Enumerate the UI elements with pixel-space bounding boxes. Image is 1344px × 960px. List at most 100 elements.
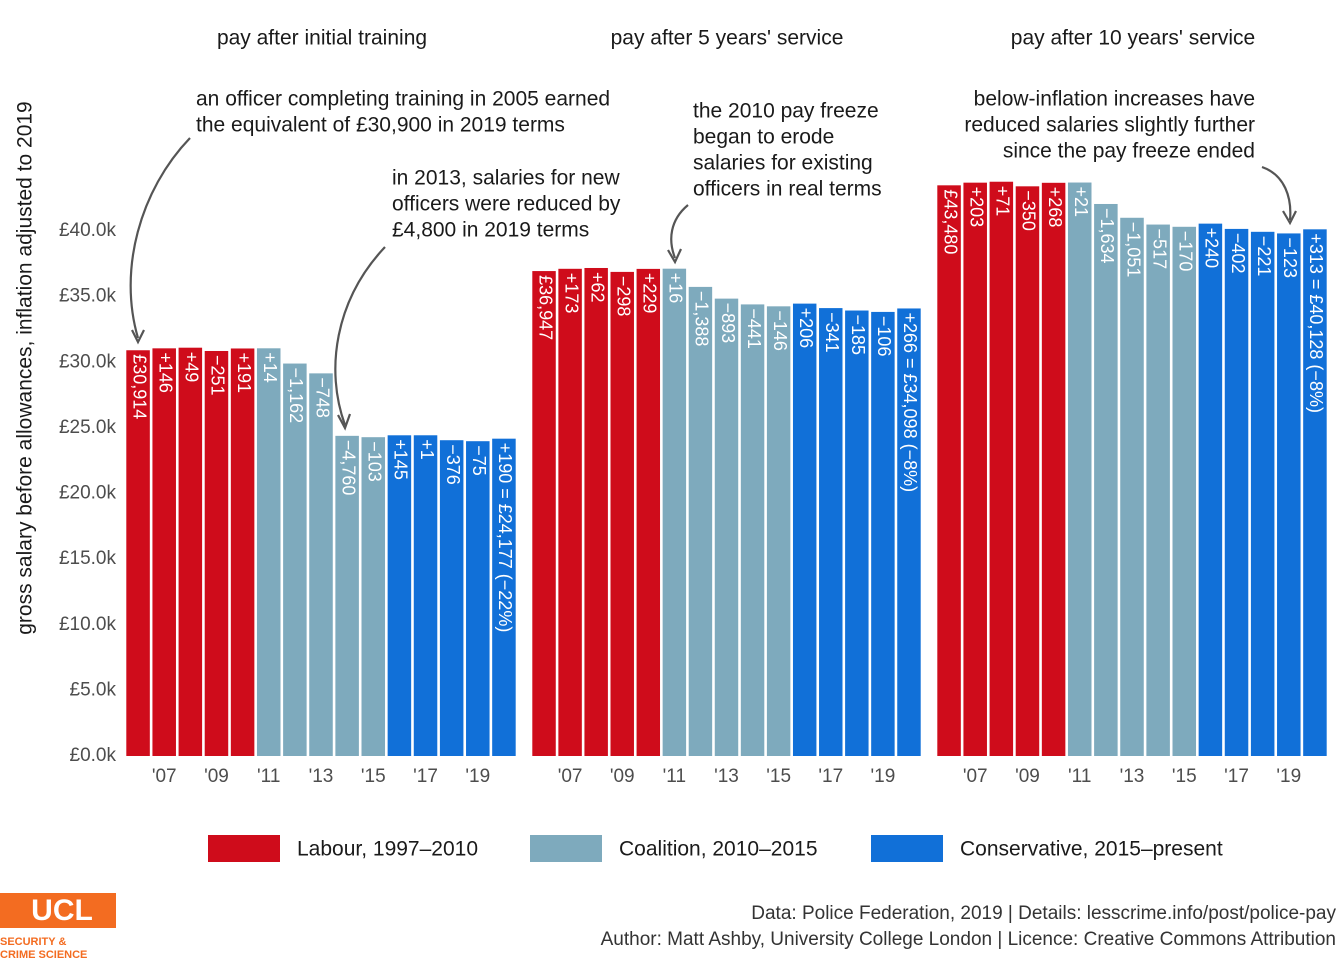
bar bbox=[845, 310, 869, 756]
bar-label: −75 bbox=[469, 445, 489, 476]
annotation: since the pay freeze ended bbox=[1003, 140, 1255, 163]
bar bbox=[688, 286, 713, 756]
legend-label: Coalition, 2010–2015 bbox=[619, 838, 818, 861]
x-tick-label: '15 bbox=[766, 766, 791, 787]
bar bbox=[1094, 203, 1118, 756]
x-tick-label: '19 bbox=[1276, 766, 1301, 787]
x-tick-label: '11 bbox=[257, 766, 280, 787]
x-tick-label: '15 bbox=[361, 766, 386, 787]
bar-label: +313 = £40,128 (−8%) bbox=[1306, 233, 1326, 413]
bar-label: −185 bbox=[848, 315, 868, 356]
x-tick-label: '19 bbox=[465, 766, 490, 787]
legend-label: Conservative, 2015–present bbox=[960, 838, 1223, 861]
bar bbox=[413, 435, 438, 756]
bar bbox=[1224, 228, 1249, 756]
bar-label: £30,914 bbox=[129, 354, 149, 419]
bar-label: +206 bbox=[796, 308, 816, 349]
bar bbox=[1120, 217, 1144, 756]
legend-swatch bbox=[208, 835, 280, 862]
logo-box bbox=[0, 893, 116, 928]
bar-label: −376 bbox=[443, 444, 463, 485]
bar-label: −146 bbox=[770, 310, 790, 351]
bar bbox=[584, 267, 608, 756]
bar-label: −350 bbox=[1019, 190, 1039, 231]
bar-label: +1 bbox=[417, 439, 437, 460]
bar-label: +266 = £34,098 (−8%) bbox=[900, 312, 920, 492]
bar bbox=[1015, 186, 1040, 756]
bar-label: +146 bbox=[155, 352, 175, 393]
x-tick-label: '11 bbox=[1068, 766, 1091, 787]
y-tick-label: £0.0k bbox=[70, 745, 117, 766]
bar bbox=[1198, 223, 1223, 757]
bar bbox=[256, 348, 281, 756]
bar bbox=[714, 298, 739, 756]
bar bbox=[897, 308, 921, 756]
bar-label: −748 bbox=[312, 377, 332, 418]
bar bbox=[963, 182, 987, 756]
bar-label: −4,760 bbox=[338, 440, 358, 496]
legend-swatch bbox=[530, 835, 602, 862]
bar-label: +21 bbox=[1071, 187, 1091, 218]
legend-label: Labour, 1997–2010 bbox=[297, 838, 478, 861]
bar-label: +145 bbox=[391, 439, 411, 480]
bar-label: −251 bbox=[208, 355, 228, 396]
bar-label: £43,480 bbox=[940, 189, 960, 254]
annotation-arrowhead bbox=[667, 248, 682, 265]
bar bbox=[361, 437, 386, 756]
x-tick-label: '09 bbox=[1015, 766, 1040, 787]
annotation: salaries for existing bbox=[693, 152, 873, 175]
logo-mark: UCL bbox=[31, 894, 93, 927]
panel-title: pay after 10 years' service bbox=[1011, 27, 1255, 50]
bar bbox=[792, 303, 817, 756]
bar bbox=[126, 350, 150, 756]
bar-label: +71 bbox=[993, 186, 1013, 217]
bar-label: +14 bbox=[260, 352, 280, 383]
footer-text: Data: Police Federation, 2019 | Details:… bbox=[751, 903, 1336, 924]
bar bbox=[989, 181, 1014, 756]
bar bbox=[1146, 224, 1170, 757]
bar bbox=[766, 306, 791, 756]
y-tick-label: £10.0k bbox=[59, 614, 117, 635]
y-tick-label: £15.0k bbox=[59, 548, 117, 569]
x-tick-label: '17 bbox=[818, 766, 843, 787]
bar bbox=[1250, 231, 1275, 757]
y-tick-label: £40.0k bbox=[59, 220, 117, 241]
x-tick-label: '13 bbox=[309, 766, 334, 787]
bar-label: +240 bbox=[1202, 228, 1222, 269]
bar bbox=[178, 347, 203, 756]
logo-text: SECURITY & bbox=[0, 936, 66, 948]
x-tick-label: '07 bbox=[963, 766, 988, 787]
annotation-arrowhead bbox=[337, 413, 352, 431]
bar-label: −893 bbox=[718, 303, 738, 344]
bar-label: +62 bbox=[587, 272, 607, 303]
annotation-arrow bbox=[670, 204, 689, 259]
annotation: officers in real terms bbox=[693, 178, 882, 201]
bar bbox=[309, 373, 333, 756]
bar bbox=[283, 363, 307, 756]
bar-label: −341 bbox=[822, 312, 842, 353]
y-axis-label: gross salary before allowances, inflatio… bbox=[14, 101, 37, 635]
bar bbox=[335, 435, 359, 756]
x-tick-label: '17 bbox=[413, 766, 438, 787]
annotation: below-inflation increases have bbox=[974, 88, 1255, 111]
bar bbox=[152, 348, 176, 756]
annotation-arrowhead bbox=[1282, 210, 1297, 226]
bar bbox=[558, 268, 582, 756]
bar bbox=[532, 271, 556, 756]
annotation: in 2013, salaries for new bbox=[392, 167, 620, 190]
x-tick-label: '07 bbox=[152, 766, 177, 787]
y-tick-label: £25.0k bbox=[59, 417, 117, 438]
bar-label: −123 bbox=[1280, 237, 1300, 278]
bar bbox=[937, 185, 961, 756]
annotation: £4,800 in 2019 terms bbox=[392, 219, 589, 242]
annotation-arrowhead bbox=[131, 329, 145, 345]
bar-label: +173 bbox=[561, 273, 581, 314]
bar bbox=[740, 304, 765, 756]
bar-label: −441 bbox=[744, 308, 764, 349]
annotation: began to erode bbox=[693, 126, 834, 149]
bar bbox=[636, 268, 661, 756]
bar-label: +190 = £24,177 (−22%) bbox=[495, 443, 515, 633]
bar-label: +229 bbox=[640, 273, 660, 314]
bar-label: −103 bbox=[365, 441, 385, 482]
